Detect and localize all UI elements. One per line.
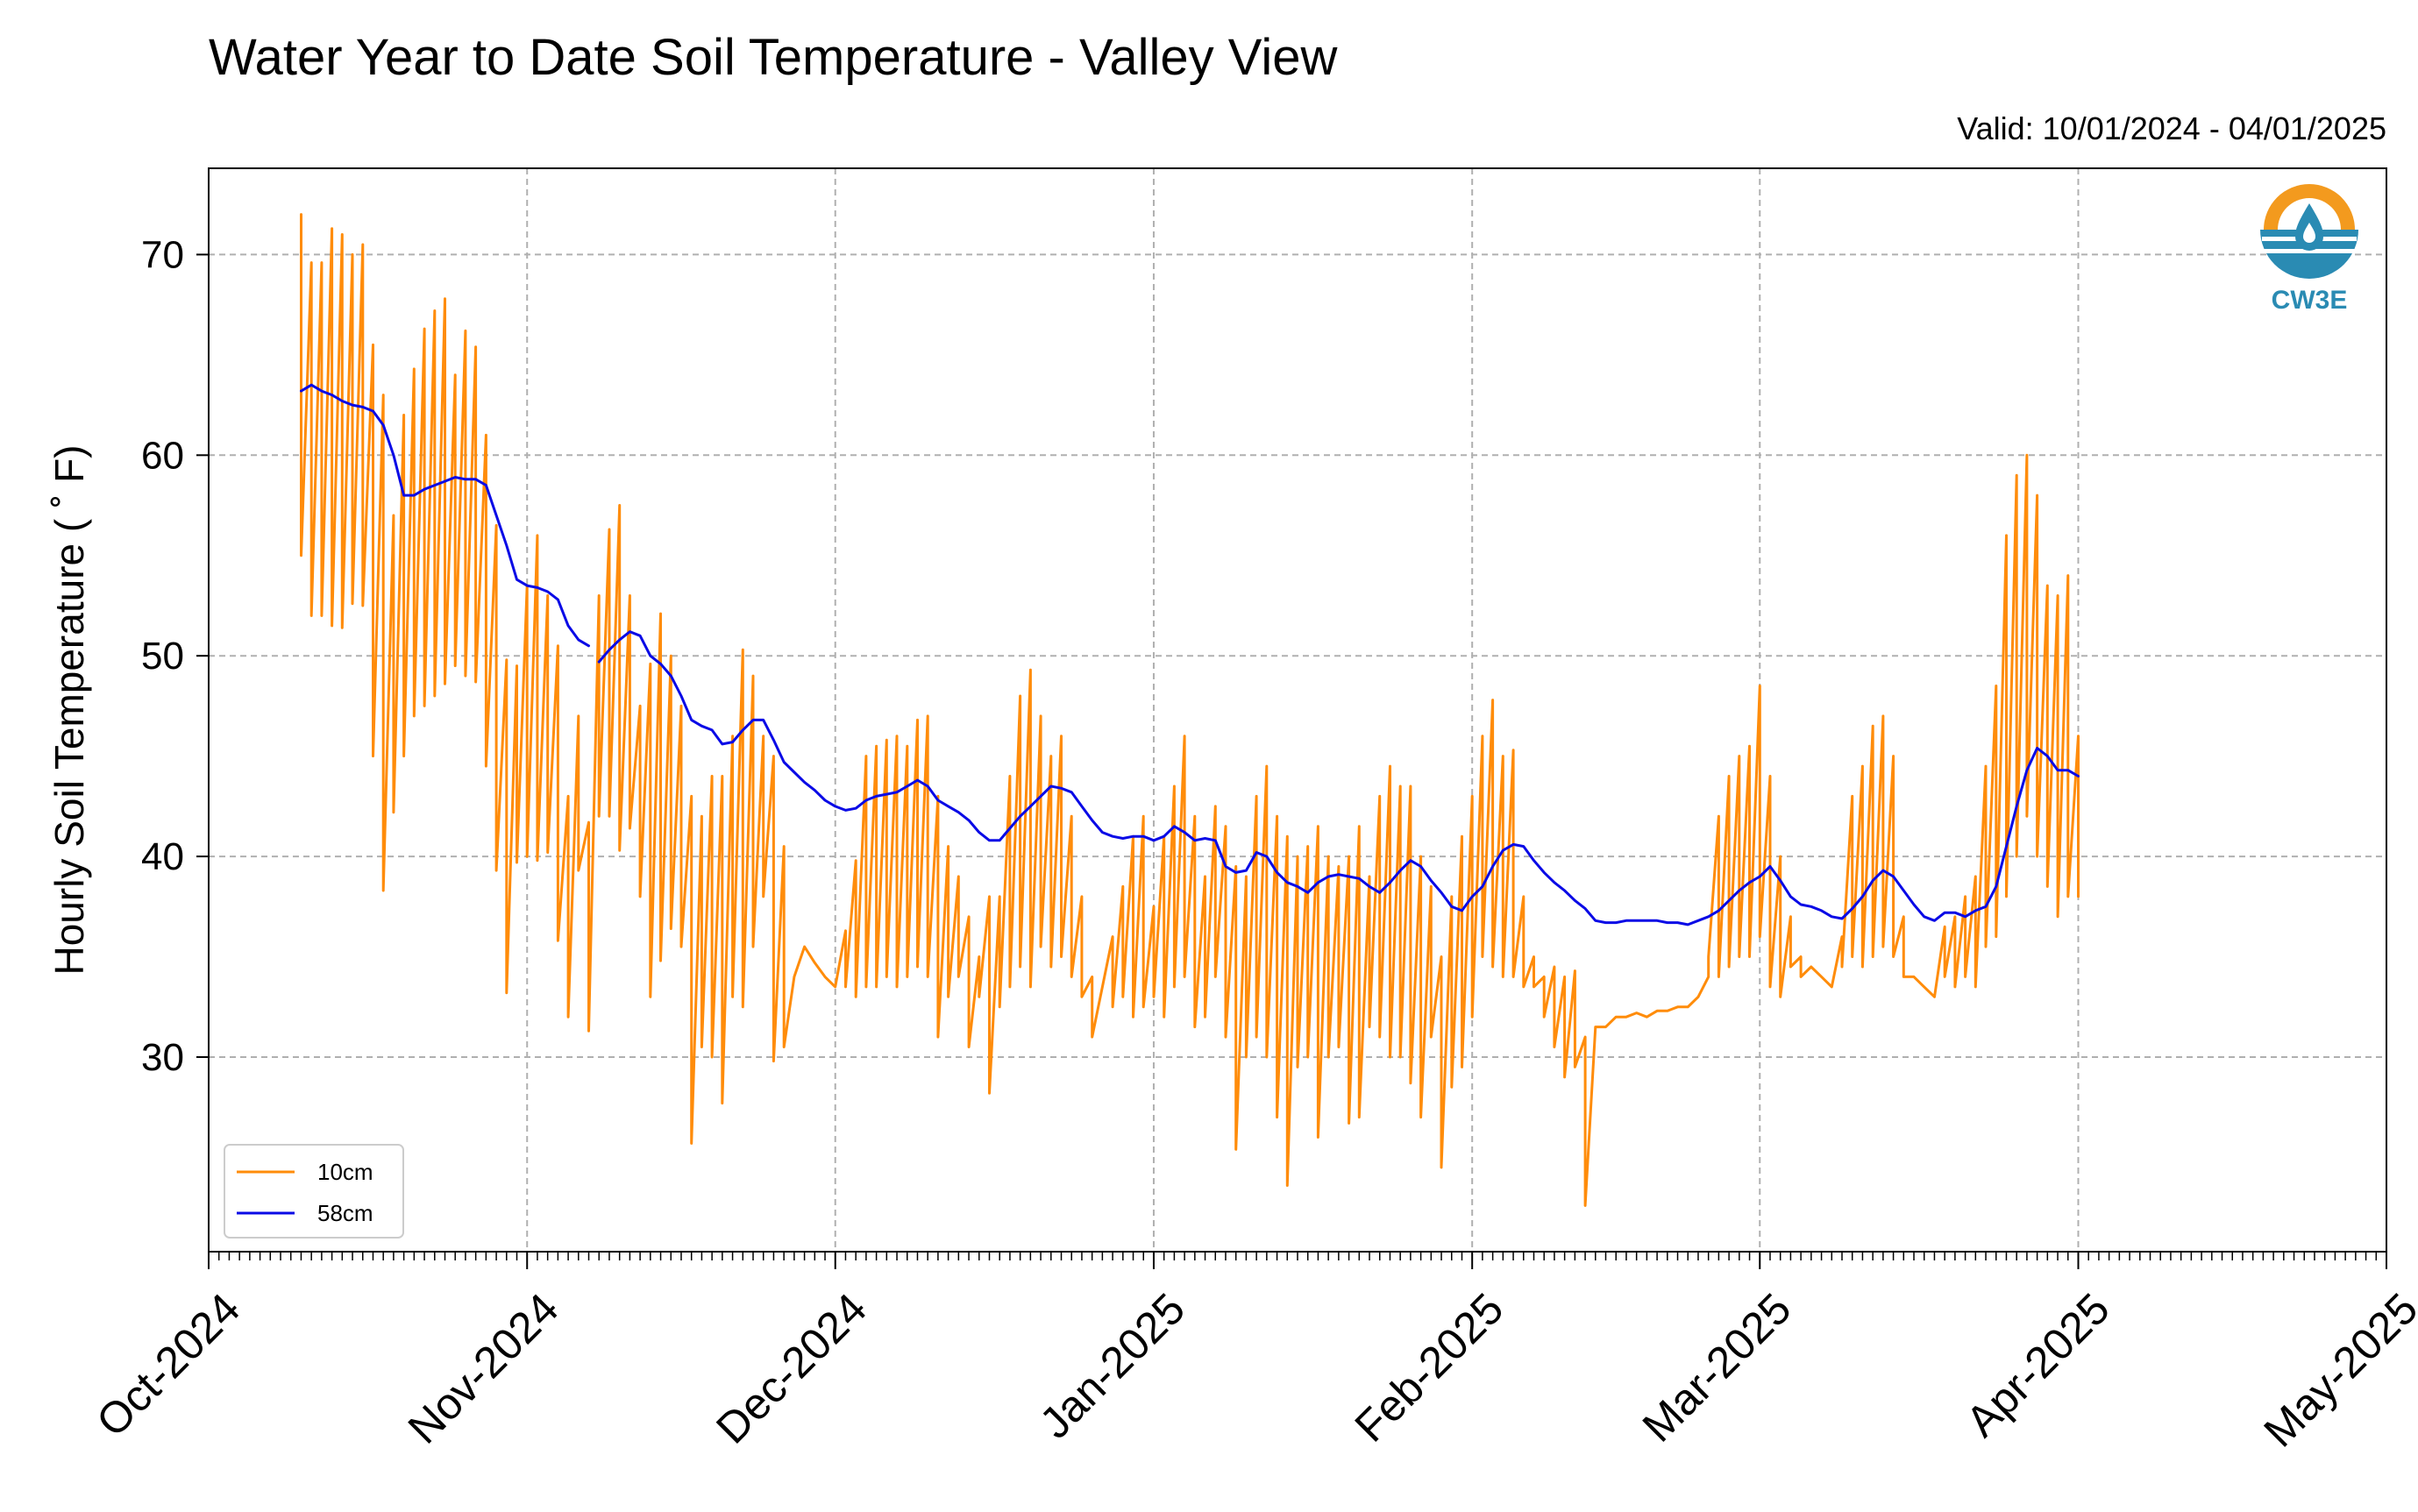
y-tick-label: 50: [141, 635, 184, 678]
series-line-10cm: [300, 213, 2080, 1207]
legend-label-58cm: 58cm: [317, 1200, 373, 1226]
series-line-58cm: [300, 383, 590, 648]
cw3e-logo: CW3E: [2260, 184, 2358, 315]
legend-label-10cm: 10cm: [317, 1159, 373, 1185]
y-tick-label: 70: [141, 233, 184, 276]
chart-title: Water Year to Date Soil Temperature - Va…: [209, 29, 1338, 86]
y-axis-label: Hourly Soil Temperature ( ˚ F): [46, 445, 92, 976]
y-tick-label: 30: [141, 1036, 184, 1079]
y-tick-label: 40: [141, 835, 184, 878]
series-lines: [300, 213, 2080, 1207]
valid-date-range: Valid: 10/01/2024 - 04/01/2025: [1957, 110, 2386, 146]
series-line-58cm: [597, 630, 2080, 926]
logo-text: CW3E: [2272, 286, 2348, 315]
water-drop-logo-icon: [2260, 184, 2358, 279]
legend-frame: [224, 1144, 404, 1239]
y-tick-label: 60: [141, 434, 184, 477]
legend: 10cm 58cm: [224, 1144, 404, 1239]
